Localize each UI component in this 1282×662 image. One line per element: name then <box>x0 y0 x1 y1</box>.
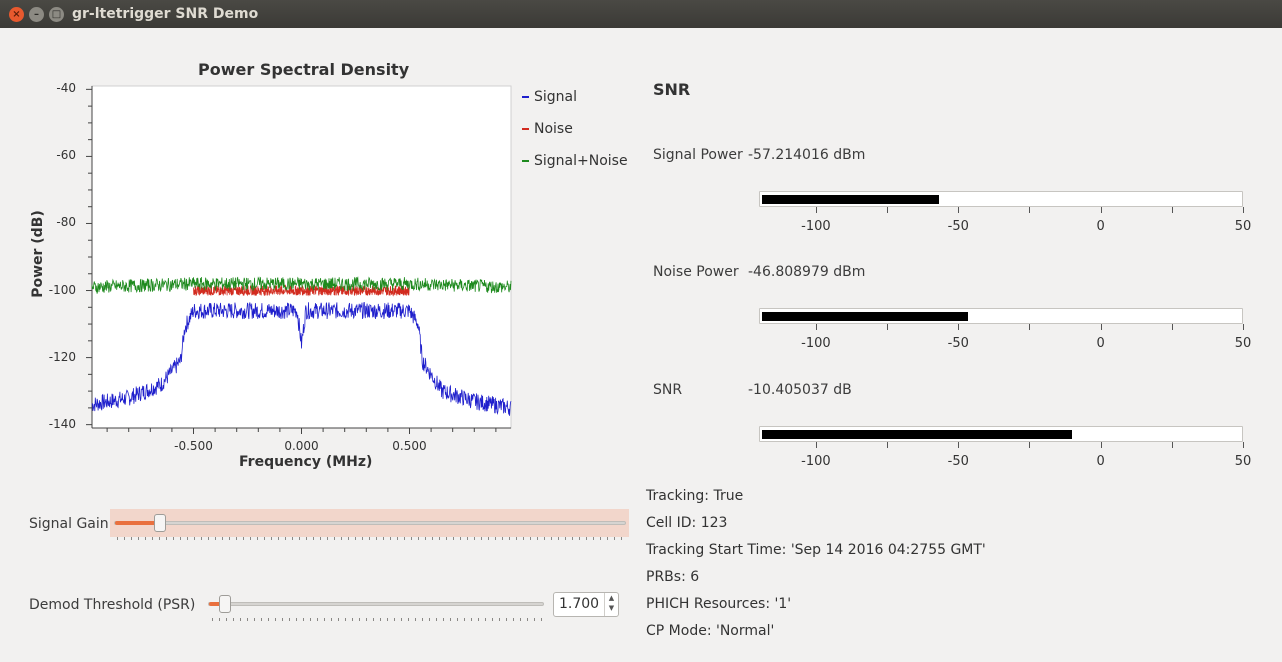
psd-x-tick-label: 0.500 <box>392 439 427 453</box>
meter-bar <box>759 426 1243 442</box>
meter-scale-label: -100 <box>801 454 831 469</box>
psd-y-tick-label: -40 <box>56 81 76 96</box>
signal-gain-fill <box>115 521 162 525</box>
legend-item[interactable]: Signal <box>522 89 577 105</box>
meter-scale-label: 50 <box>1234 454 1252 469</box>
meter-scale-label: 50 <box>1234 336 1252 351</box>
meter-scale-label: -50 <box>947 336 969 351</box>
meter-value: -46.808979 dBm <box>748 264 866 280</box>
psd-plot[interactable] <box>86 84 516 434</box>
meter-value: -57.214016 dBm <box>748 147 866 163</box>
psd-series-signal-noise <box>91 276 512 294</box>
meter-tick <box>1171 442 1173 448</box>
meter-tick <box>1100 442 1102 448</box>
meter-tick <box>887 442 889 448</box>
meter-scale-label: -50 <box>947 219 969 234</box>
meter-fill <box>762 195 939 204</box>
psd-y-tick-label: -60 <box>56 148 76 163</box>
psd-y-tick-label: -100 <box>48 282 76 297</box>
meter-scale-label: -100 <box>801 219 831 234</box>
spin-arrows[interactable]: ▲ ▼ <box>604 593 618 616</box>
close-icon[interactable]: × <box>9 7 24 22</box>
meter-tick <box>1029 324 1031 330</box>
window-titlebar: × – □ gr-ltetrigger SNR Demo <box>0 0 1282 28</box>
meter-label: SNR <box>653 382 683 398</box>
signal-gain-slider[interactable] <box>114 521 626 525</box>
meter-tick <box>1100 324 1102 330</box>
spin-up-icon[interactable]: ▲ <box>608 594 615 602</box>
meter-tick <box>815 207 817 213</box>
signal-gain-label: Signal Gain <box>29 516 109 532</box>
meter-tick <box>958 207 960 213</box>
meter-tick <box>1100 207 1102 213</box>
meter-tick <box>958 324 960 330</box>
demod-threshold-ticks <box>212 618 542 621</box>
legend-label: Signal <box>534 89 578 105</box>
legend-label: Signal+Noise <box>534 153 628 169</box>
meter-scale-label: 0 <box>1096 454 1105 469</box>
legend-swatch <box>522 128 529 130</box>
meter-value: -10.405037 dB <box>748 382 852 398</box>
info-line: Tracking Start Time: 'Sep 14 2016 04:275… <box>646 542 986 558</box>
info-line: Tracking: True <box>646 488 744 504</box>
legend-item[interactable]: Signal+Noise <box>522 153 628 169</box>
psd-series-signal <box>91 301 512 416</box>
psd-y-tick-label: -140 <box>48 416 76 431</box>
demod-threshold-label: Demod Threshold (PSR) <box>29 597 196 613</box>
psd-x-tick-label: -0.500 <box>174 439 213 453</box>
meter-tick <box>1243 207 1244 213</box>
demod-threshold-value[interactable]: 1.700 <box>559 596 600 612</box>
demod-threshold-slider[interactable] <box>208 602 544 606</box>
meter-scale-label: -100 <box>801 336 831 351</box>
meter-scale-label: 0 <box>1096 336 1105 351</box>
demod-threshold-fill <box>209 602 226 606</box>
info-line: PRBs: 6 <box>646 569 700 585</box>
meter-scale-label: 0 <box>1096 219 1105 234</box>
window-title: gr-ltetrigger SNR Demo <box>72 6 259 22</box>
legend-swatch <box>522 160 529 162</box>
meter-tick <box>815 442 817 448</box>
minimize-icon[interactable]: – <box>29 7 44 22</box>
meter-scale-label: 50 <box>1234 219 1252 234</box>
legend-label: Noise <box>534 121 573 137</box>
meter-scale-label: -50 <box>947 454 969 469</box>
meter-label: Signal Power <box>653 147 743 163</box>
info-line: CP Mode: 'Normal' <box>646 623 775 639</box>
spin-down-icon[interactable]: ▼ <box>608 604 615 612</box>
meter-tick <box>1243 442 1244 448</box>
meter-tick <box>887 207 889 213</box>
maximize-icon[interactable]: □ <box>49 7 64 22</box>
meter-tick <box>1243 324 1244 330</box>
meter-label: Noise Power <box>653 264 739 280</box>
meter-tick <box>958 442 960 448</box>
signal-gain-ticks <box>117 537 625 540</box>
psd-y-tick-label: -80 <box>56 215 76 230</box>
info-line: PHICH Resources: '1' <box>646 596 792 612</box>
legend-swatch <box>522 96 529 98</box>
info-line: Cell ID: 123 <box>646 515 728 531</box>
signal-gain-handle[interactable] <box>154 514 167 532</box>
meter-fill <box>762 312 969 321</box>
meter-tick <box>887 324 889 330</box>
psd-title: Power Spectral Density <box>198 60 410 79</box>
snr-heading: SNR <box>653 80 691 99</box>
meter-tick <box>1029 442 1031 448</box>
legend-item[interactable]: Noise <box>522 121 573 137</box>
meter-bar <box>759 191 1243 207</box>
meter-fill <box>762 430 1073 439</box>
meter-tick <box>815 324 817 330</box>
demod-threshold-spinbox[interactable]: 1.700 ▲ ▼ <box>553 592 619 617</box>
psd-x-tick-label: 0.000 <box>284 439 319 453</box>
meter-tick <box>1171 207 1173 213</box>
demod-threshold-handle[interactable] <box>218 595 231 613</box>
psd-y-tick-label: -120 <box>48 349 76 364</box>
meter-bar <box>759 308 1243 324</box>
meter-tick <box>1171 324 1173 330</box>
psd-plot-area <box>91 85 512 429</box>
meter-tick <box>1029 207 1031 213</box>
psd-xlabel: Frequency (MHz) <box>239 454 373 470</box>
